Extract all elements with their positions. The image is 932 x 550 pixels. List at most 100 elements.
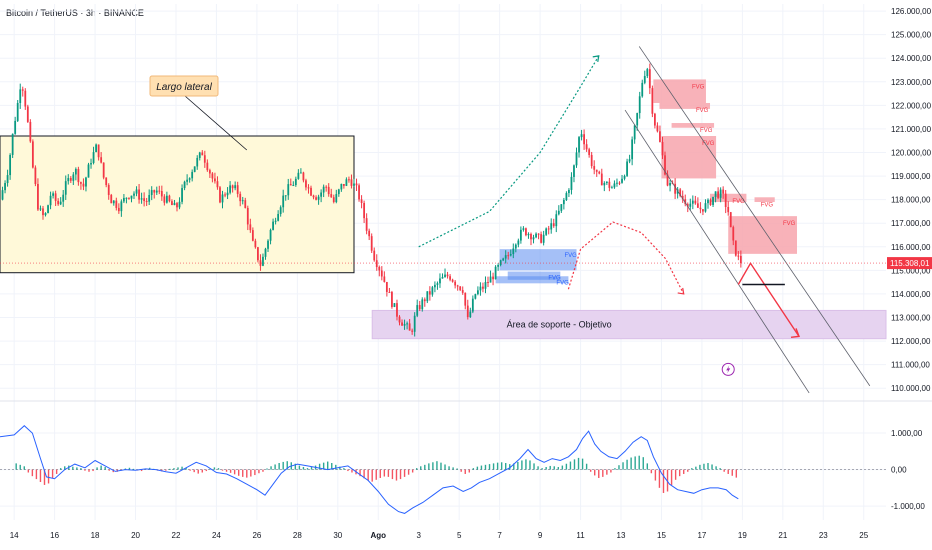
histogram-bar (707, 463, 709, 470)
candle-body (479, 286, 482, 291)
histogram-bar (735, 469, 738, 478)
candle-body (403, 323, 406, 326)
time-tick-label: 24 (212, 531, 221, 540)
indicator-tick-label: 1.000,00 (891, 429, 923, 438)
histogram-bar (606, 469, 608, 475)
candle-body (664, 155, 666, 175)
lightning-icon-glyph (726, 365, 731, 374)
candle-body (456, 285, 459, 287)
candle-body (722, 189, 725, 194)
price-tick-label: 120.000,00 (891, 149, 932, 158)
histogram-bar (456, 468, 458, 470)
candle-body (262, 256, 264, 266)
candle-body (82, 183, 85, 187)
histogram-bar (343, 468, 345, 470)
candle-body (284, 195, 287, 197)
candle-body (707, 199, 709, 204)
histogram-bar (513, 463, 515, 470)
histogram-bar (428, 463, 430, 470)
candle-body (739, 255, 742, 264)
candle-body (315, 197, 317, 200)
price-tick-label: 125.000,00 (891, 31, 932, 40)
fvg-bearish-zone (659, 103, 711, 109)
candle-body (623, 175, 626, 179)
histogram-bar (306, 468, 309, 470)
candle-body (552, 223, 555, 227)
candle-body (383, 276, 386, 282)
candle-body (269, 229, 272, 241)
candle-body (299, 172, 302, 174)
fvg-label: FVG (565, 253, 578, 259)
histogram-bar (569, 461, 572, 470)
candle-body (350, 179, 353, 186)
histogram-bar (165, 469, 167, 471)
candle-body (641, 82, 644, 97)
histogram-bar (731, 469, 733, 476)
candle-body (47, 205, 49, 214)
time-tick-label: 30 (333, 531, 342, 540)
time-tick-label: 11 (576, 531, 585, 540)
fvg-bearish-zone (661, 136, 717, 179)
histogram-bar (294, 463, 297, 470)
candle-body (499, 260, 502, 266)
candle-body (656, 125, 659, 132)
histogram-bar (197, 469, 199, 474)
histogram-bar (715, 466, 717, 470)
candle-body (148, 195, 151, 202)
candle-body (696, 203, 699, 208)
histogram-bar (286, 461, 288, 470)
histogram-bar (124, 468, 127, 470)
candle-body (661, 141, 664, 156)
candle-body (1, 190, 4, 200)
histogram-bar (553, 466, 555, 470)
histogram-bar (650, 469, 653, 474)
candle-body (183, 181, 186, 189)
candle-body (509, 254, 512, 256)
candle-body (570, 176, 573, 190)
candle-body (289, 184, 292, 186)
candle-body (580, 134, 583, 138)
candle-body (724, 193, 727, 208)
candle-body (176, 203, 178, 208)
candle-body (648, 69, 651, 89)
histogram-bar (351, 469, 353, 473)
candle-body (527, 233, 530, 236)
price-tick-label: 110.000,00 (891, 384, 931, 393)
candle-body (535, 233, 537, 238)
time-tick-label: 26 (252, 531, 261, 540)
histogram-bar (561, 465, 564, 470)
candle-body (489, 276, 492, 283)
callout-box (149, 75, 219, 97)
histogram-bar (448, 466, 450, 470)
candle-body (459, 286, 462, 291)
price-tick-label: 115.000,00 (891, 266, 931, 275)
candle-body (37, 183, 39, 210)
candle-body (666, 174, 669, 186)
candle-body (305, 180, 307, 188)
candle-body (92, 152, 95, 163)
candle-body (540, 234, 543, 243)
candle-body (699, 207, 702, 210)
candle-body (565, 193, 568, 201)
histogram-bar (19, 464, 21, 470)
support-zone-label: Área de soporte - Objetivo (507, 320, 612, 330)
candle-body (128, 197, 130, 199)
candle-body (59, 201, 62, 205)
candle-body (188, 178, 191, 180)
price-tick-label: 123.000,00 (891, 78, 932, 87)
histogram-bar (51, 469, 54, 479)
candle-body (643, 76, 646, 83)
candle-body (95, 144, 97, 153)
fvg-label: FVG (761, 202, 774, 208)
candle-body (423, 299, 426, 302)
histogram-bar (440, 462, 442, 470)
candle-body (302, 172, 305, 181)
candle-body (340, 183, 343, 190)
candle-body (555, 214, 558, 227)
candle-body (143, 198, 146, 201)
candle-body (277, 213, 280, 221)
candle-body (646, 69, 649, 77)
candle-body (196, 157, 199, 167)
histogram-bar (383, 469, 386, 477)
